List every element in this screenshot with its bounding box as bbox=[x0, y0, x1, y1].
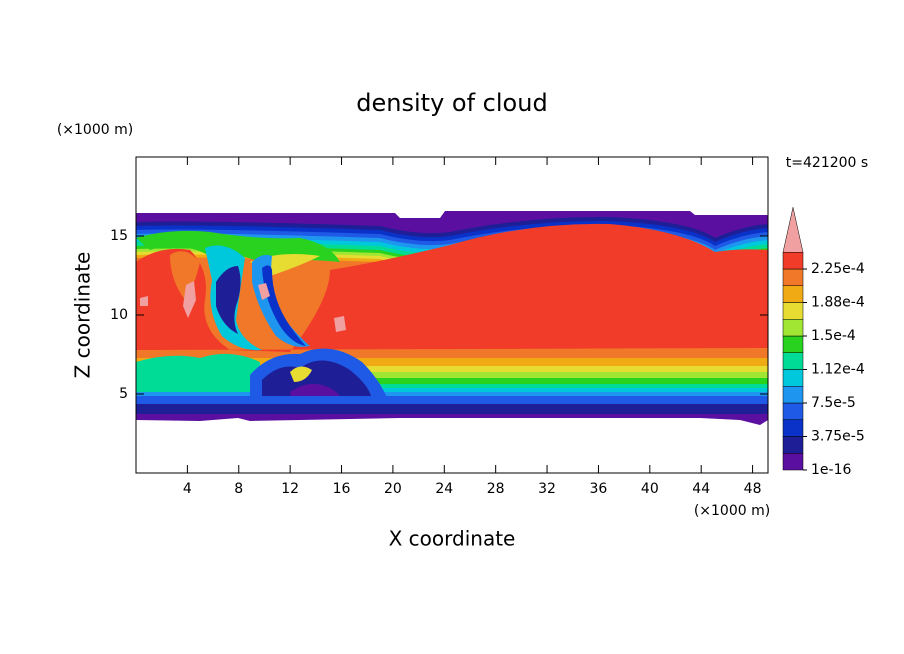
colorbar-swatch bbox=[782, 302, 804, 320]
colorbar-tick-label: 3.75e-5 bbox=[811, 429, 865, 445]
contour-region bbox=[136, 353, 260, 392]
colorbar-swatch bbox=[782, 319, 804, 337]
x-tick-label: 24 bbox=[435, 481, 453, 497]
chart-title: density of cloud bbox=[356, 89, 547, 117]
colorbar-tick-label: 1.12e-4 bbox=[811, 362, 865, 378]
y-tick-label: 10 bbox=[110, 307, 128, 323]
time-label: t=421200 s bbox=[786, 155, 868, 171]
x-axis-label: X coordinate bbox=[389, 527, 516, 551]
x-tick-label: 36 bbox=[590, 481, 608, 497]
contour-field bbox=[136, 211, 768, 425]
x-tick-label: 32 bbox=[538, 481, 556, 497]
contour-region bbox=[262, 265, 306, 346]
colorbar-swatch bbox=[782, 268, 804, 286]
x-tick-label: 16 bbox=[333, 481, 351, 497]
y-axis-label: Z coordinate bbox=[71, 252, 95, 379]
contour-region bbox=[216, 266, 241, 334]
contour-region bbox=[290, 366, 312, 382]
colorbar-swatch bbox=[782, 402, 804, 420]
colorbar-tick-label: 1.88e-4 bbox=[811, 295, 865, 311]
colorbar-swatch bbox=[782, 252, 804, 270]
contour-region bbox=[136, 404, 768, 414]
contour-region bbox=[140, 296, 148, 306]
colorbar-tick-label: 7.5e-5 bbox=[811, 395, 856, 411]
colorbar-swatch bbox=[782, 285, 804, 303]
x-tick-label: 20 bbox=[384, 481, 402, 497]
x-tick-label: 44 bbox=[692, 481, 710, 497]
colorbar-swatch bbox=[782, 453, 804, 471]
y-unit: (×1000 m) bbox=[57, 122, 133, 138]
colorbar-tick-label: 2.25e-4 bbox=[811, 261, 865, 277]
colorbar-swatch bbox=[782, 436, 804, 454]
colorbar-swatch bbox=[782, 369, 804, 387]
colorbar-swatch bbox=[782, 335, 804, 353]
x-tick-label: 4 bbox=[183, 481, 192, 497]
contour-region bbox=[183, 281, 196, 318]
contour-region bbox=[170, 251, 200, 300]
colorbar: 1e-16 3.75e-5 7.5e-5 1.12e-4 1.5e-4 1.88e-4 2.… bbox=[782, 207, 865, 478]
x-unit: (×1000 m) bbox=[694, 503, 770, 519]
y-tick-label: 5 bbox=[119, 386, 128, 402]
colorbar-swatch bbox=[782, 386, 804, 404]
colorbar-swatch bbox=[782, 419, 804, 437]
contour-region bbox=[136, 223, 768, 352]
colorbar-tick-label: 1e-16 bbox=[811, 462, 851, 478]
x-tick-label: 28 bbox=[487, 481, 505, 497]
colorbar-swatch bbox=[782, 352, 804, 370]
contour-region bbox=[334, 316, 346, 332]
x-tick-label: 8 bbox=[234, 481, 243, 497]
contour-region bbox=[258, 283, 270, 300]
colorbar-over bbox=[782, 207, 804, 253]
colorbar-tick-label: 1.5e-4 bbox=[811, 328, 856, 344]
y-tick-label: 15 bbox=[110, 228, 128, 244]
x-tick-label: 40 bbox=[641, 481, 659, 497]
contour-region bbox=[262, 360, 372, 404]
x-tick-label: 12 bbox=[281, 481, 299, 497]
x-tick-label: 48 bbox=[744, 481, 762, 497]
